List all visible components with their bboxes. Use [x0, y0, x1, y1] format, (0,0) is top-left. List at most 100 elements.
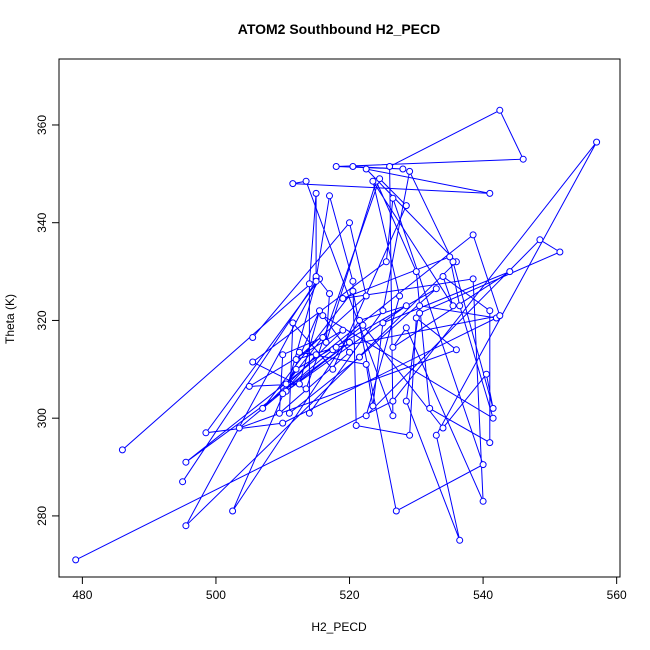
- data-point: [245, 382, 253, 390]
- data-point: [339, 295, 347, 302]
- data-point: [319, 334, 327, 341]
- data-point: [479, 461, 487, 469]
- x-tick-label: 480: [72, 588, 92, 602]
- data-point: [346, 348, 353, 356]
- data-point: [349, 277, 357, 285]
- data-point: [402, 397, 410, 405]
- data-point: [402, 202, 410, 210]
- data-point: [496, 106, 504, 114]
- x-axis-label: H2_PECD: [311, 620, 367, 634]
- data-point: [486, 189, 494, 197]
- data-point: [379, 319, 387, 327]
- data-point: [439, 424, 447, 432]
- data-point: [229, 507, 237, 515]
- data-point: [446, 253, 454, 261]
- data-point: [406, 431, 414, 439]
- data-point: [399, 165, 407, 173]
- data-point: [456, 302, 464, 310]
- series-line: [75, 109, 598, 561]
- data-point: [326, 290, 333, 298]
- data-point: [359, 321, 367, 329]
- data-point: [432, 285, 440, 293]
- data-point: [426, 404, 434, 412]
- data-point: [449, 302, 457, 310]
- y-tick-label: 340: [35, 212, 49, 232]
- data-point: [402, 302, 410, 310]
- data-point: [249, 334, 257, 341]
- data-point: [302, 385, 310, 393]
- data-point: [439, 273, 447, 280]
- data-point: [316, 307, 323, 315]
- data-point: [469, 231, 477, 239]
- data-point: [235, 424, 243, 432]
- data-point: [389, 194, 397, 202]
- data-point: [346, 338, 353, 346]
- data-point: [379, 307, 387, 315]
- data-point: [469, 275, 477, 283]
- data-point: [536, 236, 544, 244]
- data-point: [376, 175, 384, 183]
- data-point: [118, 446, 126, 454]
- data-point: [362, 412, 370, 420]
- data-point: [392, 507, 400, 515]
- data-point: [282, 380, 290, 388]
- data-point: [305, 409, 313, 417]
- data-point: [289, 180, 297, 188]
- y-axis: 280 300 320 340 360: [35, 115, 59, 526]
- data-point: [312, 189, 320, 197]
- data-point: [556, 248, 564, 256]
- data-point: [352, 422, 360, 429]
- data-point: [295, 380, 303, 388]
- data-point: [593, 138, 601, 146]
- data-point: [369, 402, 377, 410]
- data-point: [72, 556, 80, 564]
- data-point: [406, 167, 414, 175]
- data-point: [292, 365, 300, 373]
- data-point: [339, 326, 347, 334]
- data-point: [362, 292, 370, 300]
- y-axis-label: Theta (K): [3, 294, 17, 344]
- data-point: [332, 343, 340, 351]
- series-line: [182, 177, 511, 512]
- data-point: [396, 292, 404, 300]
- data-point: [412, 314, 420, 322]
- x-tick-label: 560: [607, 588, 627, 602]
- data-point: [349, 287, 357, 295]
- data-point: [452, 346, 460, 354]
- data-point: [449, 258, 457, 266]
- data-point: [412, 268, 420, 276]
- data-point: [332, 163, 340, 170]
- data-point: [285, 409, 293, 417]
- data-point: [279, 419, 287, 427]
- data-point: [479, 497, 487, 505]
- data-point: [279, 351, 287, 359]
- data-point: [362, 165, 370, 173]
- data-point: [389, 412, 397, 420]
- data-point: [319, 312, 327, 320]
- series-layer: [72, 106, 601, 564]
- data-point: [482, 370, 490, 378]
- data-point: [329, 365, 337, 373]
- data-point: [326, 192, 333, 200]
- data-point: [249, 358, 257, 366]
- data-point: [489, 414, 497, 422]
- data-point: [416, 309, 424, 317]
- data-point: [456, 536, 464, 544]
- data-point: [356, 353, 363, 361]
- data-point: [506, 268, 514, 276]
- data-point: [292, 356, 300, 363]
- data-point: [202, 429, 210, 437]
- data-point: [349, 163, 357, 170]
- data-point: [356, 316, 363, 324]
- y-tick-label: 320: [35, 310, 49, 330]
- data-point: [382, 258, 390, 266]
- data-point: [182, 522, 190, 530]
- data-point: [486, 439, 494, 447]
- data-point: [259, 404, 267, 412]
- y-tick-label: 360: [35, 115, 49, 135]
- y-tick-label: 280: [35, 506, 49, 526]
- chart-title: ATOM2 Southbound H2_PECD: [238, 21, 440, 37]
- x-tick-label: 500: [206, 588, 226, 602]
- data-point: [402, 324, 410, 332]
